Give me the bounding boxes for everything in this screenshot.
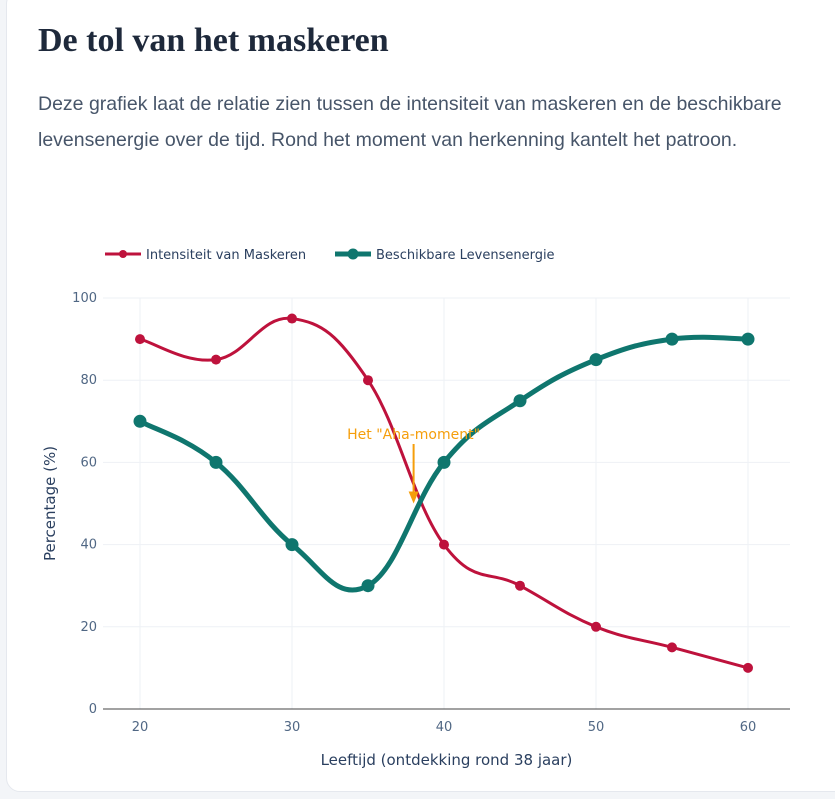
y-tick-label: 0 [89,702,97,717]
y-axis-title: Percentage (%) [41,446,59,561]
data-point [589,353,603,367]
data-point [209,455,223,469]
x-tick-label: 60 [740,720,757,735]
y-tick-label: 80 [80,373,97,388]
annotation-arrowhead [408,491,419,504]
x-axis-title: Leeftijd (ontdekking rond 38 jaar) [321,751,573,769]
series-line-levensenergie [138,334,749,593]
data-point [513,394,527,408]
data-point [287,313,297,324]
data-point [211,354,221,365]
legend-marker [119,250,127,258]
y-tick-label: 40 [80,538,97,553]
annotation-label: Het "Aha-moment" [347,427,480,443]
data-point [361,579,375,593]
legend-marker [347,248,359,260]
page-title: De tol van het maskeren [38,22,389,59]
y-tick-label: 60 [80,455,97,470]
x-tick-label: 30 [284,720,301,735]
x-tick-label: 50 [588,720,605,735]
data-point [437,455,451,469]
x-tick-label: 20 [132,720,149,735]
data-point [515,580,525,591]
data-point [591,621,601,632]
data-point [285,538,299,552]
data-point [363,375,373,386]
data-point [135,334,145,345]
legend-label: Intensiteit van Maskeren [146,248,306,263]
legend-label: Beschikbare Levensenergie [376,248,555,263]
data-point [133,414,147,428]
data-point [743,662,753,673]
data-point [665,332,679,346]
page-description: Deze grafiek laat de relatie zien tussen… [38,93,782,151]
data-point [667,642,677,653]
data-point [741,332,755,346]
chart-card [6,0,835,792]
data-point [439,539,449,550]
series-line-maskeren [139,316,749,670]
x-tick-label: 40 [436,720,453,735]
y-tick-label: 20 [80,620,97,635]
y-tick-label: 100 [72,291,97,306]
